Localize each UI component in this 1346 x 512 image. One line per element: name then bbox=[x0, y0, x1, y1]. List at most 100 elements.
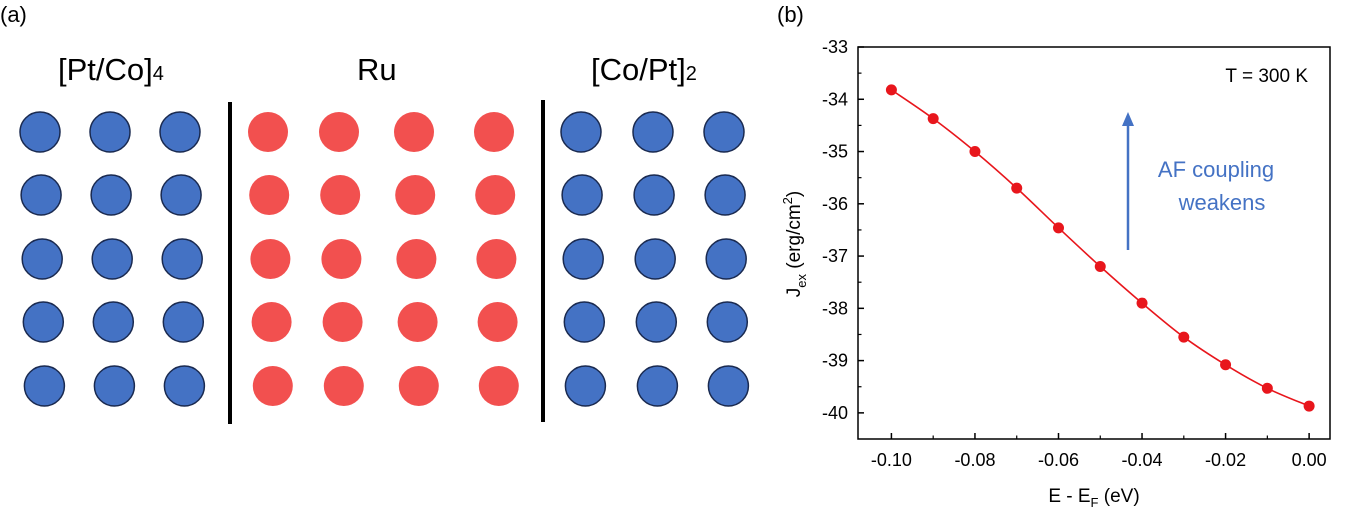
x-tick-label: -0.06 bbox=[1038, 450, 1079, 470]
coupling-arrow bbox=[1122, 112, 1134, 250]
atom-pt-co-3-0 bbox=[22, 301, 65, 343]
x-tick-label: -0.02 bbox=[1205, 450, 1246, 470]
y-tick-label: -37 bbox=[822, 246, 848, 266]
atom-pt-co-0-2 bbox=[159, 111, 201, 153]
data-point bbox=[1011, 182, 1023, 194]
atom-co-pt-3-0 bbox=[563, 301, 606, 343]
atom-pt-co-0-1 bbox=[89, 111, 131, 153]
y-tick-label: -33 bbox=[822, 37, 848, 57]
atom-ru-0-1 bbox=[319, 112, 359, 152]
atom-ru-2-0 bbox=[250, 239, 291, 279]
y-axis-title: Jex (erg/cm2) bbox=[780, 191, 809, 297]
atom-ru-2-1 bbox=[321, 239, 362, 279]
y-axis-title-sub: ex bbox=[794, 274, 809, 288]
atom-ru-1-2 bbox=[395, 175, 436, 215]
data-point bbox=[1052, 222, 1064, 234]
atom-ru-3-3 bbox=[477, 302, 518, 342]
x-axis-title-tail: (eV) bbox=[1099, 486, 1140, 507]
panel-a: (a) [Pt/Co]4 Ru [Co/Pt]2 bbox=[0, 2, 750, 424]
data-point bbox=[885, 84, 897, 96]
atom-pt-co-2-0 bbox=[21, 238, 63, 280]
y-axis-ticks: -33 -34 -35 -36 -37 -38 -39 -40 bbox=[822, 37, 864, 423]
atom-co-pt-3-1 bbox=[635, 301, 678, 343]
x-tick-label: -0.04 bbox=[1122, 450, 1163, 470]
x-tick-label: 0.00 bbox=[1292, 450, 1327, 470]
atom-pt-co-3-2 bbox=[162, 301, 205, 343]
atom-co-pt-3-2 bbox=[706, 301, 749, 343]
y-axis-title-sup: 2 bbox=[780, 197, 795, 204]
atom-pt-co-3-1 bbox=[92, 301, 135, 343]
atom-ru-4-3 bbox=[478, 366, 519, 406]
atom-ru-2-3 bbox=[476, 239, 517, 279]
panel-b: (b) -33-34-35-36-37-38-39-40 -0.10 -0.08-… bbox=[777, 2, 1331, 510]
data-point bbox=[927, 113, 939, 125]
atom-pt-co-4-2 bbox=[163, 365, 206, 407]
x-tick-label: -0.10 bbox=[871, 450, 912, 470]
y-tick-label: -34 bbox=[822, 89, 848, 109]
atom-co-pt-4-1 bbox=[636, 365, 679, 407]
layer-label-co-pt: [Co/Pt]2 bbox=[591, 52, 697, 87]
temperature-label: T = 300 K bbox=[1225, 66, 1308, 87]
data-point bbox=[1303, 400, 1315, 412]
atom-co-pt-4-0 bbox=[564, 365, 607, 407]
atom-co-pt-0-0 bbox=[560, 111, 602, 153]
panel-a-label: (a) bbox=[0, 2, 27, 27]
data-series bbox=[885, 84, 1315, 412]
atom-ru-1-0 bbox=[249, 175, 290, 215]
plot-frame bbox=[857, 46, 1331, 440]
atom-ru-0-0 bbox=[248, 112, 288, 152]
atom-pt-co-1-0 bbox=[20, 174, 62, 216]
data-point bbox=[1178, 331, 1190, 343]
atom-co-pt-1-2 bbox=[704, 174, 746, 216]
atom-ru-3-0 bbox=[251, 302, 292, 342]
data-point bbox=[1261, 382, 1273, 394]
atom-pt-co-2-2 bbox=[161, 238, 203, 280]
x-axis-title-main: E - E bbox=[1048, 486, 1090, 507]
layer-label-pt-co-name: [Pt/Co] bbox=[58, 52, 153, 87]
atom-co-pt-1-1 bbox=[633, 174, 675, 216]
x-axis-title: E - EF (eV) bbox=[1048, 486, 1139, 510]
atom-pt-co-1-2 bbox=[160, 174, 202, 216]
atom-co-pt-0-1 bbox=[632, 111, 674, 153]
layer-label-co-pt-subscript: 2 bbox=[686, 63, 697, 85]
atom-co-pt-2-0 bbox=[562, 238, 604, 280]
layer-label-pt-co-subscript: 4 bbox=[153, 63, 164, 85]
atom-ru-2-2 bbox=[396, 239, 437, 279]
annotation-line-2: weakens bbox=[1178, 190, 1266, 215]
atom-ru-0-2 bbox=[394, 112, 434, 152]
atom-lattice bbox=[19, 111, 750, 407]
y-tick-label: -40 bbox=[822, 403, 848, 423]
y-tick-label: -39 bbox=[822, 351, 848, 371]
layer-label-ru: Ru bbox=[357, 52, 397, 87]
data-point bbox=[1220, 359, 1232, 371]
atom-ru-1-3 bbox=[475, 175, 516, 215]
atom-ru-4-0 bbox=[252, 366, 293, 406]
atom-pt-co-0-0 bbox=[19, 111, 61, 153]
panel-b-label: (b) bbox=[777, 2, 804, 27]
y-axis-title-tail: (erg/cm bbox=[784, 204, 805, 274]
data-point bbox=[1094, 261, 1106, 273]
atom-ru-3-2 bbox=[397, 302, 438, 342]
data-point bbox=[1136, 297, 1148, 309]
atom-ru-4-1 bbox=[323, 366, 364, 406]
atom-pt-co-4-0 bbox=[23, 365, 66, 407]
y-axis-title-main: J bbox=[784, 288, 805, 298]
data-point bbox=[969, 146, 981, 158]
y-tick-label: -35 bbox=[822, 142, 848, 162]
x-axis-title-sub: F bbox=[1091, 495, 1099, 510]
atom-co-pt-0-2 bbox=[703, 111, 745, 153]
atom-co-pt-1-0 bbox=[561, 174, 603, 216]
layer-label-co-pt-name: [Co/Pt] bbox=[591, 52, 686, 87]
x-axis-ticks: -0.10 -0.08 -0.06 -0.04 -0.02 0.00 bbox=[871, 433, 1327, 470]
atom-pt-co-1-1 bbox=[90, 174, 132, 216]
atom-pt-co-2-1 bbox=[91, 238, 133, 280]
atom-co-pt-2-2 bbox=[705, 238, 747, 280]
coupling-arrow-head bbox=[1122, 112, 1134, 126]
atom-ru-1-1 bbox=[320, 175, 361, 215]
annotation-line-1: AF coupling bbox=[1158, 157, 1274, 182]
series-line bbox=[890, 89, 1310, 407]
y-tick-label: -38 bbox=[822, 298, 848, 318]
y-tick-label: -36 bbox=[822, 194, 848, 214]
atom-pt-co-4-1 bbox=[93, 365, 136, 407]
